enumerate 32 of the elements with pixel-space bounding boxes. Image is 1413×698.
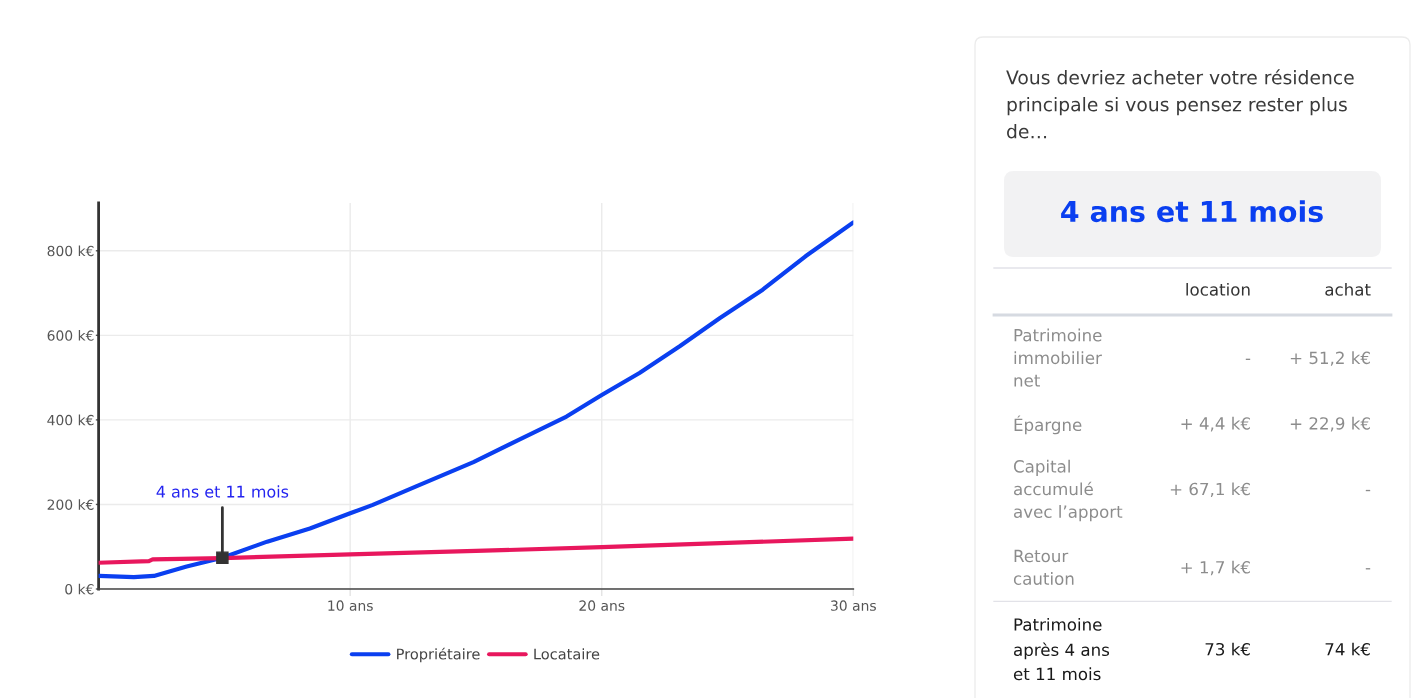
- text: + 51,2 k€: [1290, 351, 1370, 366]
- text: Retour caution: [1013, 549, 1074, 585]
- y-tick-label: 800 k€: [47, 245, 94, 257]
- y-tick-label: 600 k€: [47, 330, 94, 341]
- legend-label: Locataire: [534, 648, 600, 660]
- text: -: [1365, 568, 1371, 570]
- x-tick-label: 10 ans: [328, 600, 373, 611]
- legend-label: Propriétaire: [397, 647, 480, 663]
- text: achat: [1325, 282, 1371, 296]
- text: + 1,7 k€: [1181, 560, 1250, 576]
- text: Épargne: [1014, 415, 1082, 435]
- y-tick-label: 400 k€: [47, 414, 94, 426]
- text: location: [1186, 282, 1250, 296]
- text: 73 k€: [1205, 642, 1250, 656]
- text: -: [1245, 358, 1251, 360]
- x-tick-label: 30 ans: [831, 600, 876, 611]
- annotation: 4 ans et 11 mois: [156, 485, 289, 498]
- text: 4 ans et 11 mois: [1061, 200, 1323, 223]
- text: + 67,1 k€: [1170, 482, 1250, 498]
- text: + 22,9 k€: [1290, 416, 1370, 432]
- y-tick-label: 200 k€: [47, 499, 94, 510]
- text: + 4,4 k€: [1181, 416, 1250, 432]
- line-series: [98, 536, 854, 565]
- text: Patrimoine après 4 ans et 11 mois: [1013, 617, 1110, 681]
- text: Capital accumulé avec l’apport: [1013, 459, 1123, 522]
- line-series: [98, 220, 854, 580]
- text: Vous devriez acheter votre résidence principale si vous pensez rester plus de…: [1006, 69, 1354, 139]
- y-tick-label: 0 k€: [65, 583, 94, 595]
- text: -: [1365, 489, 1371, 492]
- text: Patrimoine immobilier net: [1014, 328, 1102, 387]
- text: 74 k€: [1325, 642, 1370, 656]
- x-tick-label: 20 ans: [579, 600, 625, 611]
